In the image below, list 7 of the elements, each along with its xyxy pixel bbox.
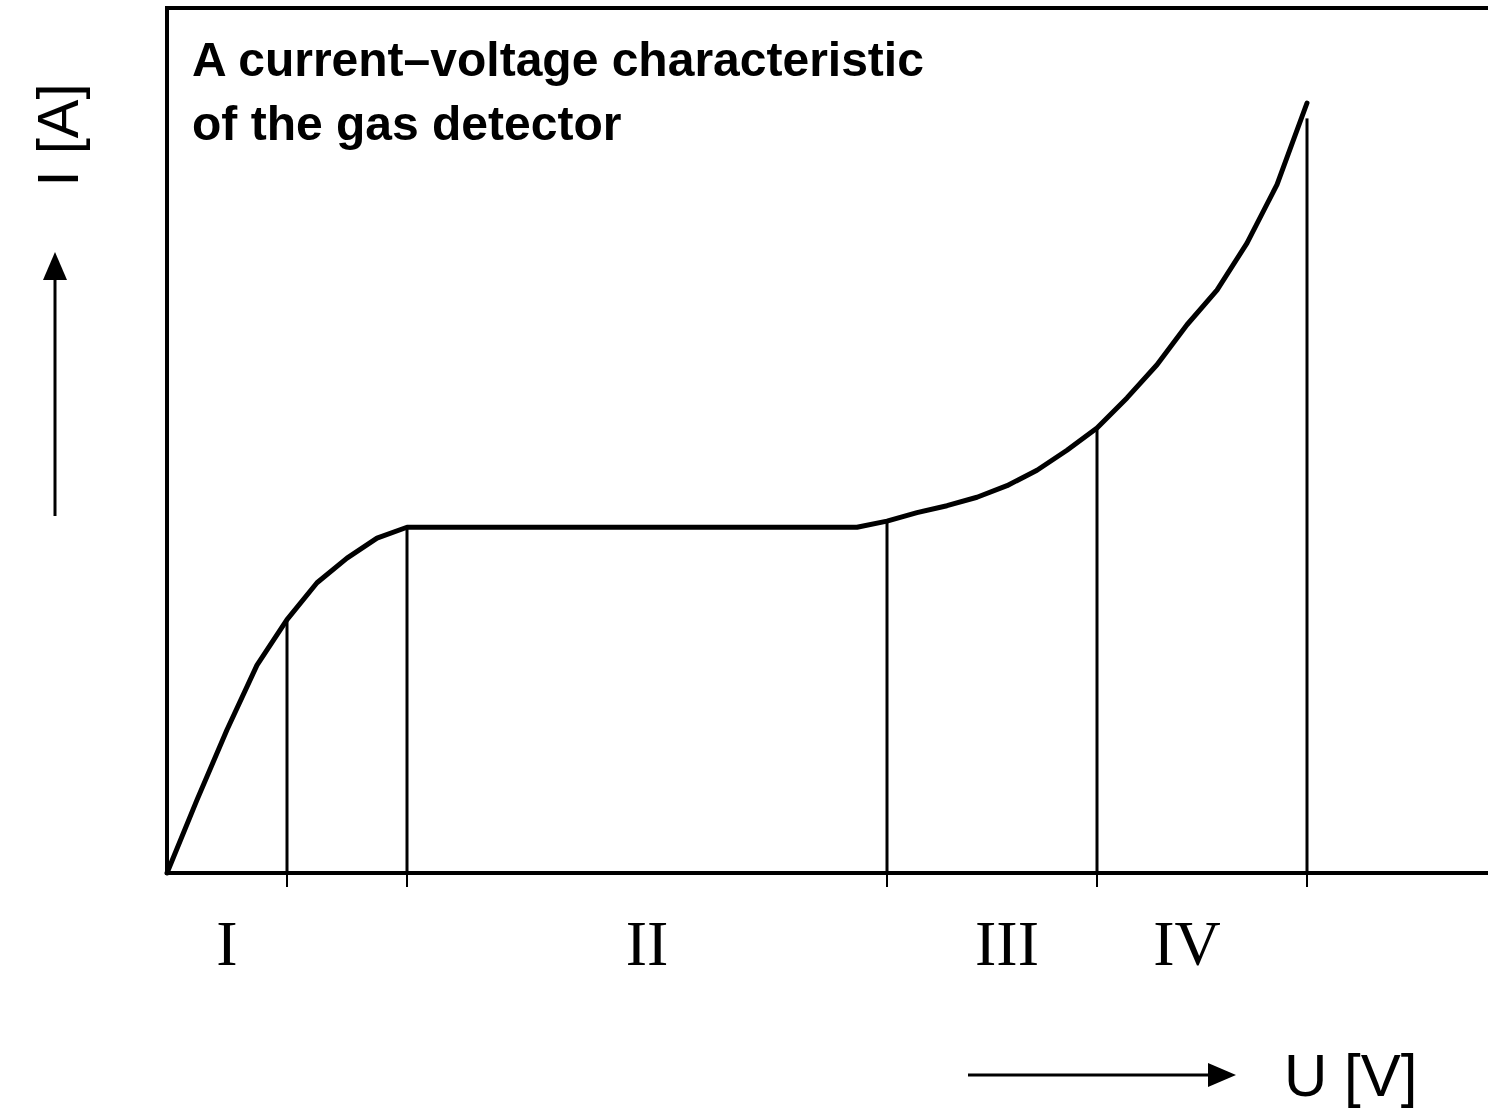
- x-tick-label: IV: [1153, 908, 1221, 979]
- chart-title: A current–voltage characteristic of the gas detector: [192, 33, 924, 150]
- x-axis-title: U [V]: [1284, 1042, 1418, 1109]
- x-tick-label: I: [216, 908, 238, 979]
- x-tick-label: II: [625, 908, 669, 979]
- y-axis-title: I [A]: [25, 83, 90, 187]
- x-tick-label: III: [975, 908, 1039, 979]
